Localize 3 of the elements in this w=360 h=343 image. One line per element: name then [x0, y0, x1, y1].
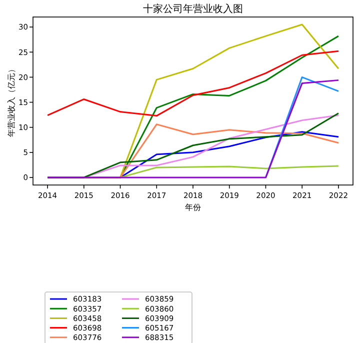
x-axis-title: 年份 — [185, 203, 201, 212]
y-axis-title: 年营业收入（亿元） — [7, 65, 16, 137]
chart-title: 十家公司年营业收入图 — [143, 3, 243, 15]
